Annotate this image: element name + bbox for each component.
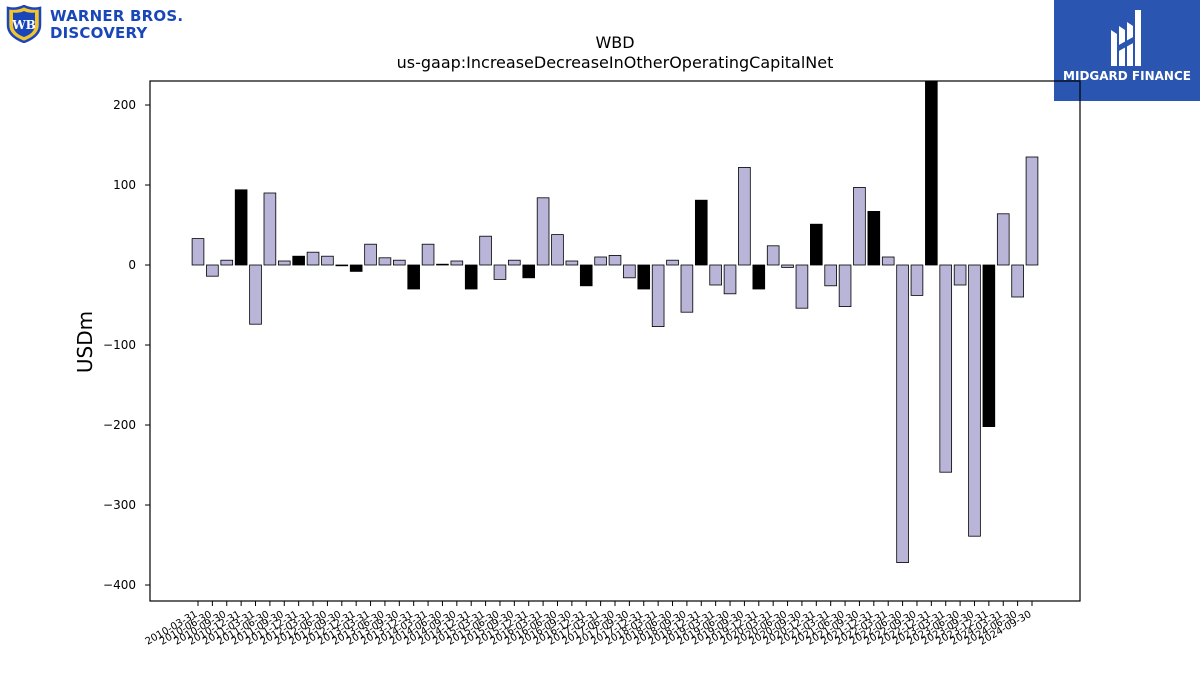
y-tick-label: −400: [103, 578, 136, 592]
bar-2015-12-31: [522, 264, 536, 279]
chart-title: WBD: [595, 33, 634, 52]
bar-2016-06-30: [551, 234, 564, 266]
bar-2022-09-30: [910, 264, 924, 296]
bar-2023-09-30: [968, 264, 981, 537]
bar-2011-09-30: [277, 260, 291, 266]
bar-2021-06-30: [838, 264, 852, 307]
bars-group: [191, 80, 1039, 564]
bar-2015-09-30: [508, 259, 521, 266]
bar-2011-06-30: [263, 192, 277, 266]
bar-2017-03-31: [594, 256, 607, 266]
bar-2013-09-30: [393, 259, 406, 266]
bar-2020-12-31: [810, 223, 823, 266]
bar-2024-06-30: [1011, 264, 1024, 298]
bar-2023-12-31: [982, 264, 996, 428]
bar-2014-03-31: [421, 243, 435, 266]
y-tick-label: 0: [128, 258, 136, 272]
bar-2016-09-30: [565, 260, 579, 266]
bar-2019-03-31: [709, 264, 722, 286]
y-tick-label: −300: [103, 498, 136, 512]
plot-frame: [149, 80, 1081, 602]
bar-2014-12-31: [464, 264, 478, 290]
bar-2012-03-31: [306, 251, 320, 266]
bar-2013-06-30: [378, 257, 392, 266]
y-axis-ticks: 200 100 0 −100 −200 −300 −400: [103, 98, 150, 592]
bar-2011-03-31: [249, 264, 262, 325]
wb-shield-icon: WB: [6, 5, 42, 43]
bar-2020-03-31: [766, 245, 780, 266]
bar-2013-03-31: [364, 243, 377, 266]
midgard-m-icon: [1111, 10, 1141, 66]
bar-2018-12-31: [694, 199, 708, 266]
bar-2012-06-30: [321, 255, 334, 266]
bar-2011-12-31: [292, 255, 305, 266]
logo-text-line2: DISCOVERY: [50, 24, 148, 42]
bar-2015-06-30: [493, 264, 507, 280]
bar-2022-03-31: [881, 256, 895, 266]
bar-2017-09-30: [623, 264, 636, 279]
y-tick-label: −200: [103, 418, 136, 432]
bar-2021-09-30: [853, 186, 866, 266]
midgard-finance-text: MIDGARD FINANCE: [1063, 69, 1191, 83]
bar-2020-09-30: [795, 264, 809, 309]
warner-bros-discovery-logo: WB WARNER BROS. DISCOVERY: [6, 5, 196, 45]
bar-2014-09-30: [450, 260, 464, 266]
bar-2010-06-30: [206, 264, 219, 277]
bar-2014-06-30: [436, 263, 449, 266]
bar-2024-03-31: [996, 213, 1010, 266]
bar-2010-09-30: [220, 259, 234, 266]
bar-2018-06-30: [666, 259, 679, 266]
bar-2019-09-30: [738, 166, 751, 266]
bar-2019-12-31: [752, 264, 766, 290]
bar-2018-09-30: [680, 264, 694, 313]
x-axis-ticks: 2010-03-312010-06-302010-09-302010-12-31…: [144, 601, 1034, 648]
bar-2021-03-31: [824, 264, 837, 287]
bar-2023-03-31: [939, 264, 953, 473]
bar-2012-09-30: [335, 264, 349, 267]
bar-2010-12-31: [234, 189, 248, 266]
bar-2018-03-31: [651, 264, 665, 327]
chart-subtitle: us-gaap:IncreaseDecreaseInOtherOperating…: [397, 53, 834, 72]
bar-2017-06-30: [608, 254, 622, 266]
logo-text-line1: WARNER BROS.: [50, 7, 184, 25]
bar-2010-03-31: [191, 238, 205, 266]
y-tick-label: 100: [113, 178, 136, 192]
bar-2013-12-31: [407, 264, 420, 290]
bar-2024-09-30: [1025, 156, 1039, 266]
bar-2016-03-31: [536, 197, 550, 266]
bar-2023-06-30: [953, 264, 967, 286]
bar-2012-12-31: [349, 264, 363, 272]
bar-2017-12-31: [637, 264, 651, 290]
bar-2019-06-30: [723, 264, 737, 295]
y-axis-label: USDm: [73, 311, 97, 373]
svg-text:WB: WB: [11, 18, 36, 32]
bar-2021-12-31: [867, 210, 881, 266]
y-tick-label: 200: [113, 98, 136, 112]
bar-2020-06-30: [781, 264, 794, 268]
bar-2016-12-31: [579, 264, 593, 287]
bar-2015-03-31: [479, 235, 492, 266]
y-tick-label: −100: [103, 338, 136, 352]
bar-2022-12-31: [925, 80, 938, 266]
midgard-finance-logo: MIDGARD FINANCE: [1054, 0, 1200, 101]
bar-2022-06-30: [896, 264, 909, 564]
